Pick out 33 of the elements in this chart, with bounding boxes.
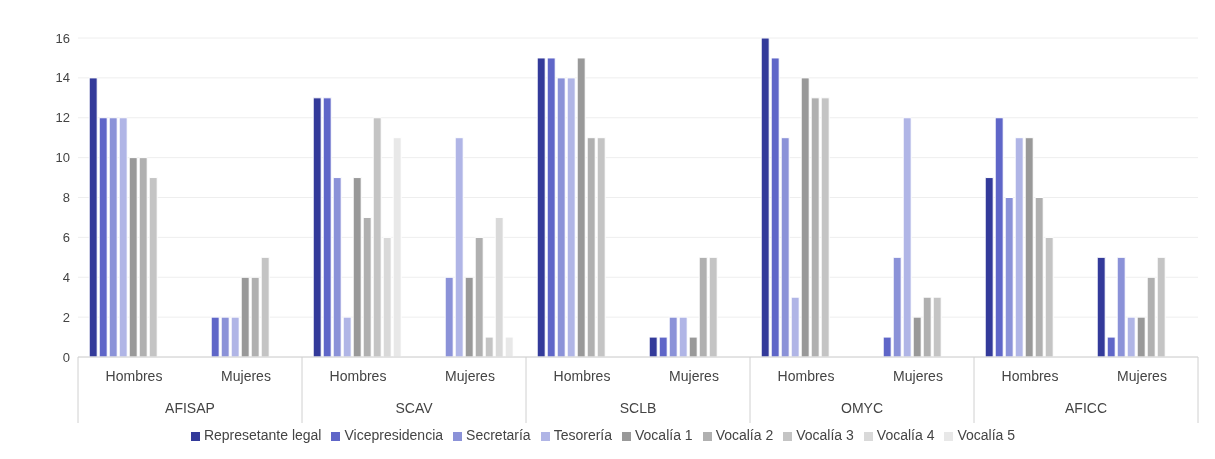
x-tick-label: Mujeres — [893, 368, 943, 384]
y-tick-label: 2 — [62, 309, 70, 325]
y-tick-label: 14 — [55, 70, 70, 86]
text: AFISAP — [165, 400, 215, 416]
y-tick-label: 16 — [55, 30, 70, 46]
legend-label: Vocalía 5 — [957, 427, 1016, 443]
x-tick-label: Hombres — [105, 368, 163, 384]
y-tick-label: 12 — [55, 110, 70, 126]
x-tick-label: Mujeres — [445, 368, 495, 384]
x-tick-label: Hombres — [777, 368, 835, 384]
y-tick-label: 0 — [62, 349, 70, 365]
legend-label: Vocalía 2 — [715, 427, 774, 443]
y-tick-label: 6 — [62, 229, 70, 245]
x-tick-label: Hombres — [553, 368, 611, 384]
x-tick-label: Mujeres — [669, 368, 719, 384]
legend-label: Vocalía 4 — [876, 427, 935, 443]
text: SCLB — [619, 400, 657, 416]
text: OMYC — [841, 400, 883, 416]
x-tick-label: Hombres — [1001, 368, 1059, 384]
legend-label: Secretaría — [466, 427, 531, 443]
y-tick-label: 8 — [62, 190, 70, 206]
text: AFICC — [1065, 400, 1107, 416]
y-tick-label: 10 — [55, 150, 70, 166]
legend-label: Vicepresidencia — [344, 427, 444, 443]
legend-label: Vocalía 3 — [796, 427, 854, 443]
legend-label: Vocalía 1 — [635, 427, 693, 443]
x-tick-label: Hombres — [329, 368, 387, 384]
x-tick-label: Mujeres — [1117, 368, 1167, 384]
x-tick-label: Mujeres — [221, 368, 271, 384]
legend-label: Represetante legal — [203, 427, 322, 443]
legend-label: Tesorería — [553, 427, 613, 443]
y-tick-label: 4 — [62, 269, 70, 285]
text: SCAV — [395, 400, 434, 416]
